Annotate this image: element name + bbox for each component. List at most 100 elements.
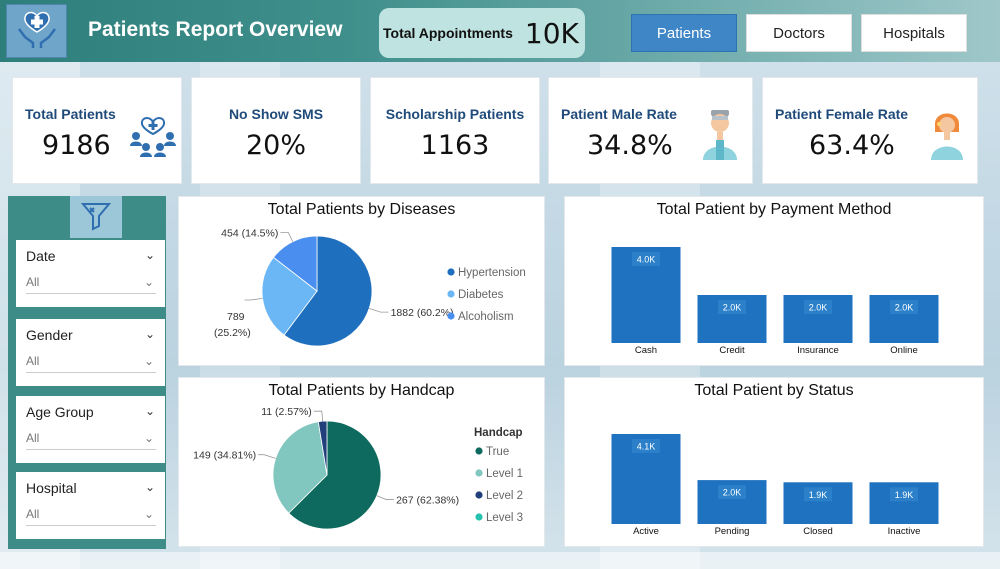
chart-handcap-panel: Total Patients by Handcap 267 (62.38%) 14… bbox=[178, 377, 545, 547]
slicer-title: Hospital bbox=[26, 480, 77, 496]
x-tick-label: Active bbox=[633, 526, 659, 537]
x-tick-label: Online bbox=[890, 345, 917, 356]
handcap-pie-chart[interactable]: 267 (62.38%) 149 (34.81%) 11 (2.57%) Handca… bbox=[179, 378, 546, 548]
nav-doctors-button[interactable]: Doctors bbox=[746, 14, 852, 52]
kpi-no-show-sms: No Show SMS 20% bbox=[191, 77, 361, 184]
logo bbox=[6, 4, 67, 58]
slicer-gender[interactable]: Gender ⌄ All ⌄ bbox=[16, 319, 165, 386]
x-tick-label: Inactive bbox=[888, 526, 921, 537]
chart-title: Total Patients by Handcap bbox=[268, 382, 455, 399]
data-label-background bbox=[804, 300, 832, 314]
nav-hospitals-button[interactable]: Hospitals bbox=[861, 14, 967, 52]
slicer-value: All bbox=[26, 430, 40, 445]
appointments-label: Total Appointments bbox=[383, 25, 513, 41]
kpi-patient-female-rate: Patient Female Rate 63.4% bbox=[762, 77, 978, 184]
data-label-background bbox=[718, 485, 746, 500]
chart-title: Total Patient by Payment Method bbox=[656, 201, 892, 218]
kpi-label: Total Patients bbox=[25, 106, 116, 122]
slicer-hospital[interactable]: Hospital ⌄ All ⌄ bbox=[16, 472, 165, 539]
chevron-down-icon[interactable]: ⌄ bbox=[144, 327, 155, 341]
slicer-date[interactable]: Date ⌄ All ⌄ bbox=[16, 240, 165, 307]
data-label-background bbox=[632, 439, 660, 453]
chart-title: Total Patients by Diseases bbox=[267, 201, 456, 218]
legend-item[interactable]: Level 1 bbox=[486, 468, 523, 480]
status-bar-chart[interactable]: 4.1K Active 2.0K Pending 1.9K Closed 1.9K Inact… bbox=[565, 378, 985, 548]
chevron-down-icon: ⌄ bbox=[143, 353, 154, 368]
filter-funnel-icon bbox=[80, 199, 112, 236]
data-label-background bbox=[718, 300, 746, 314]
pie-slice-level-1[interactable] bbox=[272, 421, 328, 514]
kpi-scholarship-patients: Scholarship Patients 1163 bbox=[370, 77, 540, 184]
legend-marker bbox=[475, 491, 483, 499]
chevron-down-icon[interactable]: ⌄ bbox=[144, 480, 155, 494]
chevron-down-icon: ⌄ bbox=[143, 430, 154, 445]
slicer-title: Gender bbox=[26, 327, 73, 343]
bar-data-label: 2.0K bbox=[723, 488, 742, 498]
patients-group-icon bbox=[128, 108, 178, 163]
total-appointments-card: Total Appointments 10K bbox=[379, 8, 585, 58]
bar-data-label: 2.0K bbox=[723, 303, 742, 313]
bar-data-label: 4.0K bbox=[637, 255, 656, 265]
bar-data-label: 1.9K bbox=[809, 490, 828, 500]
male-patient-icon bbox=[697, 108, 743, 165]
slicer-dropdown[interactable]: All ⌄ bbox=[26, 349, 156, 373]
leader-line bbox=[244, 298, 263, 301]
female-patient-icon bbox=[927, 108, 967, 165]
leader-line bbox=[369, 307, 389, 313]
slicer-title: Age Group bbox=[26, 404, 94, 420]
page-title: Patients Report Overview bbox=[88, 18, 343, 41]
kpi-label: No Show SMS bbox=[228, 106, 324, 122]
header-bar: Patients Report Overview Total Appointme… bbox=[0, 0, 1000, 62]
legend-marker bbox=[447, 268, 455, 276]
slicer-dropdown[interactable]: All ⌄ bbox=[26, 426, 156, 450]
chart-payment-panel: Total Patient by Payment Method 4.0K Cash… bbox=[564, 196, 984, 366]
slicer-title: Date bbox=[26, 248, 56, 264]
nav-patients-button[interactable]: Patients bbox=[631, 14, 737, 52]
pie-slice-true[interactable] bbox=[288, 420, 382, 530]
pie-data-label: 789 bbox=[227, 311, 245, 323]
data-label-background bbox=[890, 487, 918, 502]
legend-item[interactable]: Level 3 bbox=[486, 512, 523, 524]
kpi-label: Patient Male Rate bbox=[561, 106, 677, 122]
chevron-down-icon: ⌄ bbox=[143, 506, 154, 521]
filter-icon-box bbox=[70, 196, 122, 238]
legend-item[interactable]: Alcoholism bbox=[458, 311, 514, 323]
appointments-value: 10K bbox=[524, 16, 579, 50]
slicer-dropdown[interactable]: All ⌄ bbox=[26, 502, 156, 526]
kpi-value: 1163 bbox=[420, 130, 490, 161]
legend-marker bbox=[475, 513, 483, 521]
chevron-down-icon[interactable]: ⌄ bbox=[144, 248, 155, 262]
slicer-dropdown[interactable]: All ⌄ bbox=[26, 270, 156, 294]
pie-slice-diabetes[interactable] bbox=[261, 256, 318, 336]
legend-item[interactable]: Diabetes bbox=[458, 289, 504, 301]
data-label-background bbox=[890, 300, 918, 314]
x-tick-label: Insurance bbox=[797, 345, 839, 356]
x-tick-label: Cash bbox=[635, 345, 657, 356]
legend-title: Handcap bbox=[474, 427, 523, 439]
leader-line bbox=[376, 495, 395, 500]
legend-item[interactable]: Level 2 bbox=[486, 490, 523, 502]
bar-data-label: 4.1K bbox=[637, 442, 656, 452]
kpi-value: 63.4% bbox=[809, 130, 895, 161]
legend-item[interactable]: True bbox=[486, 446, 509, 458]
legend-item[interactable]: Hypertension bbox=[458, 267, 526, 279]
slicer-value: All bbox=[26, 353, 40, 368]
pie-slice-level-2[interactable] bbox=[317, 420, 328, 476]
chart-status-panel: Total Patient by Status 4.1K Active 2.0K Pe… bbox=[564, 377, 984, 547]
leader-line bbox=[280, 232, 294, 242]
pie-slice-alcoholism[interactable] bbox=[272, 235, 318, 292]
chevron-down-icon[interactable]: ⌄ bbox=[144, 404, 155, 418]
kpi-value: 34.8% bbox=[587, 130, 673, 161]
bar-data-label: 1.9K bbox=[895, 490, 914, 500]
pie-slice-hypertension[interactable] bbox=[283, 235, 373, 347]
x-tick-label: Credit bbox=[719, 345, 745, 356]
filter-panel: Date ⌄ All ⌄ Gender ⌄ All ⌄ Age Group ⌄ … bbox=[8, 196, 166, 549]
x-tick-label: Pending bbox=[715, 526, 750, 537]
payment-bar-chart[interactable]: 4.0K Cash 2.0K Credit 2.0K Insurance 2.0K Onlin… bbox=[565, 197, 985, 367]
bar-data-label: 2.0K bbox=[809, 303, 828, 313]
pie-data-label: (25.2%) bbox=[214, 327, 251, 339]
hands-heart-cross-icon bbox=[15, 7, 59, 56]
diseases-pie-chart[interactable]: 1882 (60.2%) 789 (25.2%) 454 (14.5%) Hyperte… bbox=[179, 197, 546, 367]
leader-line bbox=[258, 454, 276, 459]
slicer-age-group[interactable]: Age Group ⌄ All ⌄ bbox=[16, 396, 165, 463]
